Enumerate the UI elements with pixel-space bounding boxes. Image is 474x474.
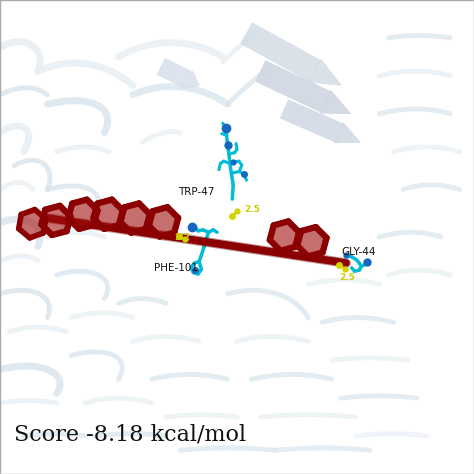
Polygon shape [270, 221, 299, 251]
Polygon shape [120, 203, 150, 233]
Polygon shape [18, 209, 47, 238]
Polygon shape [256, 61, 330, 112]
Polygon shape [281, 100, 343, 142]
Polygon shape [241, 23, 320, 81]
Polygon shape [149, 207, 178, 237]
Polygon shape [68, 200, 98, 229]
Text: 2.5: 2.5 [339, 273, 355, 282]
Text: PHE-101: PHE-101 [154, 263, 198, 273]
Polygon shape [157, 58, 192, 88]
Polygon shape [320, 91, 351, 114]
Polygon shape [184, 71, 199, 89]
Polygon shape [297, 227, 327, 256]
Polygon shape [335, 123, 360, 143]
Polygon shape [93, 200, 123, 229]
Polygon shape [41, 206, 71, 235]
Text: GLY-44: GLY-44 [341, 247, 376, 257]
Text: 2.2: 2.2 [174, 234, 190, 242]
Text: TRP-47: TRP-47 [178, 187, 214, 197]
Polygon shape [309, 59, 341, 85]
Text: Score -8.18 kcal/mol: Score -8.18 kcal/mol [14, 424, 246, 446]
Text: 2.5: 2.5 [244, 205, 260, 214]
